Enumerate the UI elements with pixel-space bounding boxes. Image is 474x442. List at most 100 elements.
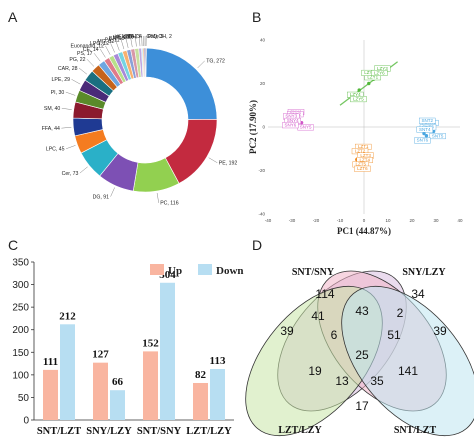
bar-value-label: 127 [92, 349, 109, 361]
panel-letter-b: B [252, 9, 261, 25]
leader-line [66, 145, 76, 149]
pca-label: LZT6 [357, 166, 368, 171]
slice-label: PG, 22 [69, 57, 85, 63]
bar [43, 369, 58, 420]
pca-label-box [414, 137, 431, 144]
slice-label: PI, 30 [51, 90, 65, 96]
pca-xtick: 0 [363, 218, 366, 223]
pca-label: SNT6 [417, 138, 429, 143]
slice-label: CE, 14 [83, 47, 99, 53]
pca-label: LZY6 [374, 70, 385, 75]
slice-label: PC, 116 [160, 201, 178, 207]
slice-label: BA, 10 [109, 36, 125, 42]
pca-xtick: -10 [337, 218, 344, 223]
pca-ytick: 40 [260, 38, 266, 43]
slice-label: TG, 272 [206, 59, 225, 65]
leader-line [78, 67, 87, 75]
venn-region-count: 25 [355, 348, 369, 362]
legend-label: Down [216, 265, 244, 277]
venn-set-label: LZT/LZY [278, 425, 322, 436]
slice-label: LPA, 3 [125, 34, 140, 40]
slice-label: CAR, 28 [58, 66, 78, 72]
bar-value-label: 113 [210, 355, 226, 367]
pca-label: LZT3 [360, 153, 371, 158]
panel-letter-d: D [252, 237, 262, 253]
bar-ytick-label: 100 [12, 370, 29, 381]
pca-label-box [354, 165, 371, 172]
leader-line [99, 48, 106, 58]
slice-label: PMeOH, 2 [148, 34, 172, 40]
pca-label: LZY5 [353, 96, 364, 101]
bar-category-label: SNT/SNY [137, 426, 182, 437]
bar-category-label: LZT/LZY [186, 426, 232, 437]
venn-region-count: 6 [331, 328, 338, 342]
pca-point [422, 131, 426, 136]
bar-value-label: 66 [112, 376, 124, 388]
pca-label-box [419, 117, 436, 124]
pca-label-box [371, 70, 388, 76]
bar [143, 351, 158, 420]
pca-label: SNT5 [432, 133, 444, 138]
legend-label: Up [168, 265, 182, 277]
slice-label: MG, 12 [97, 39, 114, 45]
leader-line [65, 91, 76, 96]
pca-ytick: -20 [258, 168, 265, 173]
pca-label: LZT1 [358, 144, 369, 149]
bar [60, 324, 75, 420]
pca-ylabel: PC2 (17.90%) [248, 100, 258, 154]
pca-xtick: 20 [409, 218, 415, 223]
leader-line [71, 79, 81, 85]
pca-label: SNY5 [300, 125, 312, 130]
slice-label: HEX, 10 [114, 34, 133, 40]
pca-point [357, 88, 361, 92]
pca-label: SNY4 [287, 118, 299, 123]
slice-label: Euonanoid, 12 [71, 44, 105, 50]
venn-region-count: 141 [398, 364, 418, 378]
venn-region-count: 114 [315, 287, 334, 301]
bar-category-label: SNY/LZY [86, 426, 132, 437]
bar [160, 282, 175, 420]
pca-xtick: 40 [457, 218, 463, 223]
leader-line [130, 37, 133, 48]
venn-region-count: 35 [370, 374, 384, 388]
slice-label: FFA, 44 [42, 126, 60, 132]
pca-label: LZT4 [360, 157, 371, 162]
leader-line [115, 41, 120, 51]
leader-line [110, 187, 115, 197]
venn-region-count: 34 [411, 287, 425, 301]
leader-line [139, 36, 141, 47]
bar-value-label: 82 [195, 369, 207, 381]
leader-line [93, 53, 101, 62]
venn-set-label: SNT/LZT [394, 425, 437, 436]
slice-label: LPE, 29 [52, 77, 71, 83]
venn-diagram: SNT/SNY SNY/LZY LZT/LZY SNT/LZT 114 34 39 39 43 4… [245, 267, 474, 437]
leader-line [125, 38, 129, 48]
slice-label: PE, 192 [219, 161, 238, 167]
slice-label: SM, 40 [44, 106, 61, 112]
pca-label-box [416, 126, 433, 133]
venn-region-count: 2 [397, 306, 404, 320]
venn-region-count: 43 [355, 304, 369, 318]
pca-point [367, 81, 371, 86]
leader-line [61, 127, 72, 129]
bar-value-label: 152 [142, 337, 159, 349]
leader-line [208, 157, 218, 163]
venn-region-count: 39 [433, 324, 447, 338]
leader-line [135, 36, 137, 47]
bar-ytick-label: 150 [12, 348, 29, 359]
pca-label: LZY2 [364, 70, 375, 75]
bar-ytick-label: 250 [12, 303, 29, 314]
venn-region-count: 41 [311, 309, 325, 323]
bar [210, 368, 225, 420]
venn-set-ellipse [341, 285, 474, 437]
slice-label: LPS, 7 [122, 34, 138, 40]
pca-xlabel: PC1 (44.87%) [337, 226, 391, 236]
bar-value-label: 212 [59, 310, 76, 322]
bar-ytick-label: 200 [12, 325, 29, 336]
pca-label: SNY6 [285, 122, 297, 127]
donut-slice [145, 47, 147, 78]
pca-xtick: 10 [385, 218, 391, 223]
leader-line [61, 108, 72, 110]
pca-ytick: -40 [258, 212, 265, 217]
